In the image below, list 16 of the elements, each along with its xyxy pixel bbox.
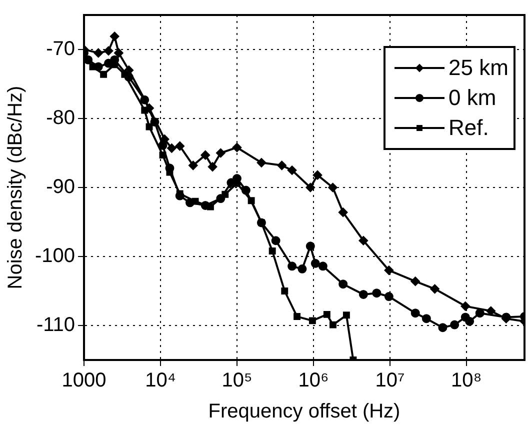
y-tick-label: -110: [36, 314, 76, 336]
x-tick-label: 10⁴: [145, 370, 176, 392]
y-axis-title: Noise density (dBc/Hz): [4, 86, 27, 290]
x-tick-label: 10⁷: [375, 370, 405, 392]
x-tick-label: 10⁵: [222, 370, 252, 392]
y-tick-label: -100: [35, 245, 76, 268]
x-axis-title: Frequency offset (Hz): [208, 400, 400, 423]
y-tick-label: -70: [46, 38, 76, 60]
y-tick-label: -80: [46, 107, 76, 130]
x-tick-label: 1000: [62, 370, 106, 392]
x-tick-label: 10⁸: [451, 370, 482, 392]
y-tick-label: -90: [46, 176, 76, 198]
legend-label: 0 km: [448, 85, 496, 110]
legend-label: Ref.: [448, 115, 489, 140]
legend-label: 25 km: [448, 55, 508, 80]
x-tick-label: 10⁶: [298, 370, 329, 392]
